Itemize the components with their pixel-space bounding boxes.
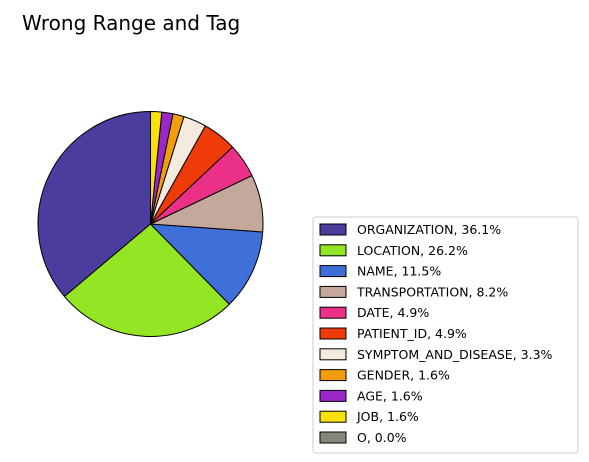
legend-label: JOB, 1.6% [356, 409, 419, 424]
pie-slice-name [150, 223, 264, 305]
legend-label: AGE, 1.6% [357, 388, 423, 403]
legend-swatch [319, 244, 347, 257]
legend-swatch [319, 369, 347, 382]
legend-label: O, 0.0% [357, 430, 407, 445]
legend-frame [312, 216, 579, 454]
pie-slice-organization [37, 111, 151, 297]
legend-label: PATIENT_ID, 4.9% [357, 326, 467, 341]
legend-swatch [319, 327, 347, 340]
legend-label: TRANSPORTATION, 8.2% [356, 284, 508, 299]
legend-swatch [319, 431, 347, 444]
legend-label: DATE, 4.9% [357, 305, 429, 320]
legend-swatch [319, 389, 347, 402]
pie-slices [37, 111, 264, 337]
legend-swatch [319, 285, 347, 298]
legend: ORGANIZATION, 36.1% LOCATION, 26.2% NAME, … [312, 216, 579, 454]
legend-swatch [319, 348, 347, 361]
chart-title: Wrong Range and Tag [22, 11, 240, 35]
pie-slice-location [63, 223, 230, 337]
legend-label: GENDER, 1.6% [357, 368, 450, 383]
legend-swatch [319, 306, 347, 319]
legend-swatch [319, 223, 347, 236]
legend-label: NAME, 11.5% [357, 264, 441, 279]
legend-label: ORGANIZATION, 36.1% [357, 222, 501, 237]
legend-label: SYMPTOM_AND_DISEASE, 3.3% [357, 347, 553, 362]
legend-label: LOCATION, 26.2% [357, 243, 468, 258]
legend-swatch [319, 410, 347, 423]
legend-swatch [319, 265, 347, 278]
